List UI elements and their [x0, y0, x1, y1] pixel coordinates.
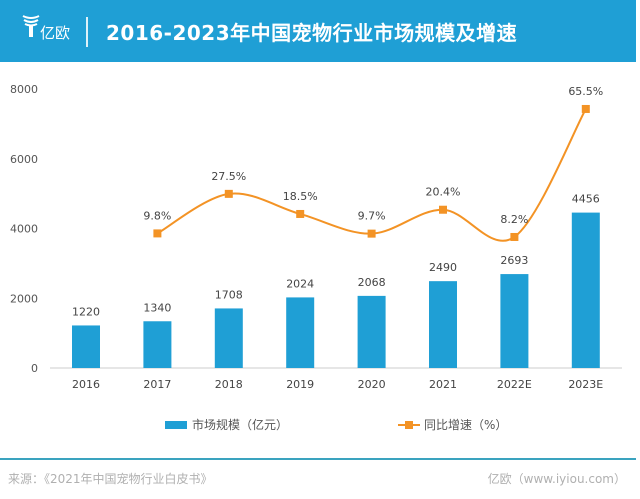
chart: 0 2000 4000 6000 8000 1220 2016 1340 2017 1708 201… — [10, 83, 622, 432]
bar-value-label: 2490 — [429, 261, 457, 274]
bar-value-label: 4456 — [572, 193, 600, 206]
growth-value-label: 18.5% — [283, 190, 318, 203]
brand-text: 亿欧（www.iyiou.com） — [487, 472, 626, 486]
bar — [357, 295, 386, 368]
y-tick-label: 6000 — [10, 153, 38, 166]
growth-marker — [224, 189, 233, 198]
bar — [72, 325, 100, 368]
x-tick-label: 2018 — [215, 378, 243, 391]
source-text: 来源：《2021年中国宠物行业白皮书》 — [8, 472, 213, 486]
legend-line-marker — [405, 421, 413, 429]
y-tick-label: 0 — [31, 362, 38, 375]
header-divider — [86, 17, 88, 47]
growth-value-label: 27.5% — [211, 170, 246, 183]
growth-marker — [367, 229, 376, 238]
bar-value-label: 2068 — [358, 276, 386, 289]
logo-text: 亿欧 — [40, 24, 71, 42]
bar-value-label: 2693 — [500, 254, 528, 267]
bar-value-label: 1220 — [72, 305, 100, 318]
bar — [214, 308, 243, 368]
bar-value-label: 2024 — [286, 277, 314, 290]
x-tick-label: 2017 — [143, 378, 171, 391]
x-tick-label: 2023E — [568, 378, 603, 391]
growth-value-label: 8.2% — [500, 213, 528, 226]
bar — [429, 281, 457, 368]
bar — [143, 321, 172, 368]
bar — [571, 212, 600, 368]
y-tick-label: 2000 — [10, 292, 38, 305]
growth-value-label: 9.8% — [143, 209, 171, 222]
growth-marker — [439, 205, 447, 214]
growth-value-label: 9.7% — [358, 210, 386, 223]
x-tick-label: 2022E — [497, 378, 532, 391]
footer-divider — [0, 458, 636, 460]
growth-value-label: 65.5% — [568, 85, 603, 98]
growth-marker — [510, 232, 519, 241]
bar — [286, 297, 315, 368]
growth-value-label: 20.4% — [426, 186, 461, 199]
legend-bar-label: 市场规模（亿元） — [192, 417, 288, 432]
yiou-logo-icon — [22, 15, 40, 37]
bar-value-label: 1708 — [215, 288, 243, 301]
growth-marker — [581, 104, 590, 113]
x-tick-label: 2021 — [429, 378, 457, 391]
y-tick-label: 4000 — [10, 223, 38, 236]
chart-title: 2016-2023年中国宠物行业市场规模及增速 — [106, 21, 518, 45]
x-tick-label: 2020 — [358, 378, 386, 391]
growth-marker — [153, 229, 162, 238]
header-banner: 亿欧 2016-2023年中国宠物行业市场规模及增速 — [0, 0, 636, 62]
growth-marker — [296, 209, 305, 218]
bar — [500, 274, 529, 368]
bar-value-label: 1340 — [143, 301, 171, 314]
x-tick-label: 2016 — [72, 378, 100, 391]
x-tick-label: 2019 — [286, 378, 314, 391]
legend-line-label: 同比增速（%） — [424, 418, 507, 432]
legend-bar-swatch — [165, 421, 187, 429]
y-tick-label: 8000 — [10, 83, 38, 96]
